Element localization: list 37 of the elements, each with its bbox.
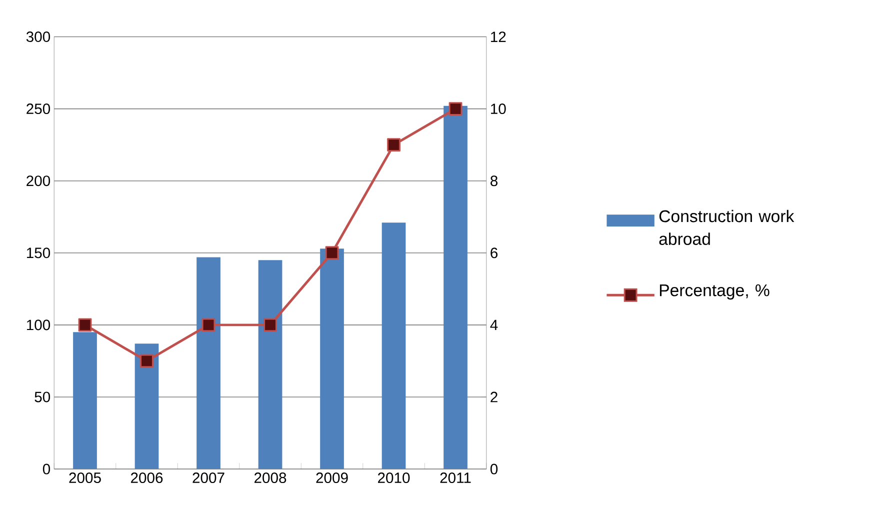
- bar: [320, 248, 344, 470]
- x-tick-label: 2008: [254, 472, 286, 484]
- point: [448, 102, 462, 116]
- y2-tick-label: 6: [490, 248, 498, 258]
- point: [387, 138, 400, 152]
- x-tick-label: 2011: [440, 472, 471, 484]
- x-tick-label: 2010: [378, 472, 410, 484]
- x-tick-label: 2007: [192, 472, 224, 484]
- bar: [73, 332, 97, 470]
- point: [78, 318, 92, 332]
- bar: [444, 106, 468, 470]
- y2-tick-label: 10: [491, 104, 506, 114]
- y2-tick-label: 2: [490, 392, 498, 402]
- y-tick-label: 50: [34, 392, 50, 402]
- point: [140, 354, 154, 368]
- x-tick-label: 2006: [130, 472, 163, 484]
- y-tick-label: 0: [42, 464, 50, 474]
- y-tick-label: 200: [26, 176, 50, 186]
- legend-label: Percentage, %: [660, 284, 770, 300]
- x-tick-label: 2005: [69, 472, 101, 484]
- y2-tick-label: 4: [490, 320, 498, 330]
- legend-label: Construction work abroad: [659, 210, 794, 246]
- point: [325, 246, 339, 260]
- point: [264, 318, 277, 332]
- bar: [196, 257, 220, 470]
- y-tick-label: 300: [26, 32, 50, 42]
- y-tick-label: 250: [26, 104, 50, 114]
- y2-tick-label: 12: [491, 32, 506, 42]
- y-tick-label: 100: [26, 320, 50, 330]
- bar: [258, 260, 282, 470]
- y2-tick-label: 0: [490, 464, 498, 474]
- point: [202, 318, 216, 332]
- y-tick-label: 150: [26, 248, 50, 258]
- bar: [134, 344, 159, 470]
- bar: [382, 222, 406, 470]
- y2-tick-label: 8: [490, 176, 498, 186]
- x-tick-label: 2009: [316, 472, 348, 484]
